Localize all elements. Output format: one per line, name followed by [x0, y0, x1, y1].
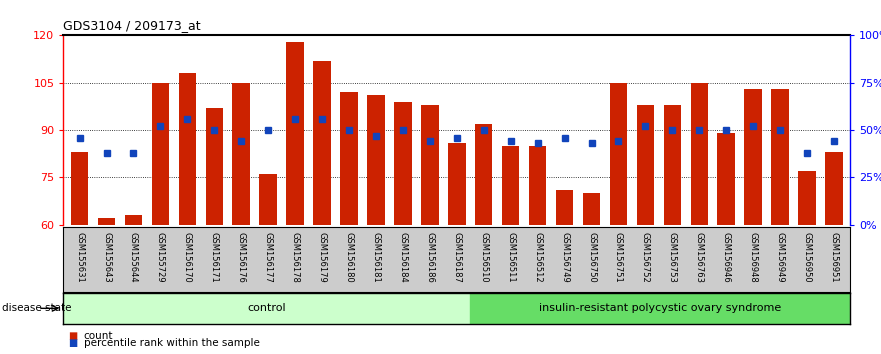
Text: GSM155631: GSM155631: [75, 232, 84, 282]
Bar: [286, 42, 304, 225]
Text: GSM156184: GSM156184: [398, 232, 407, 282]
Text: GSM156763: GSM156763: [695, 232, 704, 283]
Text: disease state: disease state: [2, 303, 71, 313]
Bar: [205, 108, 223, 225]
Text: insulin-resistant polycystic ovary syndrome: insulin-resistant polycystic ovary syndr…: [539, 303, 781, 313]
Text: GSM156171: GSM156171: [210, 232, 218, 282]
Bar: [367, 95, 385, 225]
Text: GSM156750: GSM156750: [587, 232, 596, 282]
Text: control: control: [248, 303, 286, 313]
Text: GSM156951: GSM156951: [830, 232, 839, 282]
Bar: [340, 92, 358, 225]
Bar: [179, 73, 196, 225]
Text: ■: ■: [68, 331, 77, 341]
Bar: [610, 83, 627, 225]
Text: GSM156180: GSM156180: [344, 232, 353, 282]
Bar: [744, 89, 762, 225]
Bar: [233, 83, 250, 225]
Bar: [582, 193, 600, 225]
Text: GSM156179: GSM156179: [317, 232, 327, 282]
Text: GSM156950: GSM156950: [803, 232, 811, 282]
Text: GSM156186: GSM156186: [426, 232, 434, 283]
Text: GSM156948: GSM156948: [749, 232, 758, 282]
Bar: [470, 293, 850, 324]
Text: GSM155729: GSM155729: [156, 232, 165, 282]
Bar: [70, 152, 88, 225]
Bar: [421, 105, 439, 225]
Text: GSM156946: GSM156946: [722, 232, 730, 282]
Bar: [556, 190, 574, 225]
Bar: [63, 293, 470, 324]
Text: ■: ■: [68, 338, 77, 348]
Text: GSM156176: GSM156176: [237, 232, 246, 283]
Bar: [502, 146, 520, 225]
Bar: [663, 105, 681, 225]
Text: GSM156752: GSM156752: [640, 232, 650, 282]
Text: GSM156510: GSM156510: [479, 232, 488, 282]
Bar: [825, 152, 843, 225]
Text: GSM156181: GSM156181: [372, 232, 381, 282]
Text: GSM155643: GSM155643: [102, 232, 111, 282]
Text: GSM156170: GSM156170: [183, 232, 192, 282]
Text: GSM156949: GSM156949: [775, 232, 785, 282]
Bar: [475, 124, 492, 225]
Bar: [125, 215, 142, 225]
Text: GSM156749: GSM156749: [560, 232, 569, 282]
Text: GSM156751: GSM156751: [614, 232, 623, 282]
Text: GSM156753: GSM156753: [668, 232, 677, 283]
Bar: [772, 89, 788, 225]
Bar: [314, 61, 331, 225]
Text: GSM156511: GSM156511: [507, 232, 515, 282]
Bar: [691, 83, 708, 225]
Text: count: count: [84, 331, 113, 341]
Bar: [637, 105, 655, 225]
Bar: [798, 171, 816, 225]
Text: GSM155644: GSM155644: [129, 232, 138, 282]
Text: GSM156512: GSM156512: [533, 232, 542, 282]
Text: GSM156177: GSM156177: [263, 232, 273, 283]
Bar: [529, 146, 546, 225]
Bar: [717, 133, 735, 225]
Text: GSM156187: GSM156187: [452, 232, 462, 283]
Bar: [98, 218, 115, 225]
Bar: [394, 102, 411, 225]
Text: GDS3104 / 209173_at: GDS3104 / 209173_at: [63, 19, 201, 32]
Bar: [448, 143, 465, 225]
Bar: [152, 83, 169, 225]
Text: GSM156178: GSM156178: [291, 232, 300, 283]
Text: percentile rank within the sample: percentile rank within the sample: [84, 338, 260, 348]
Bar: [259, 174, 277, 225]
